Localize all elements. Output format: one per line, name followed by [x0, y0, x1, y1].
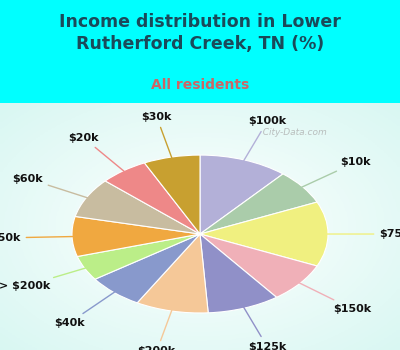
Text: $60k: $60k [12, 174, 90, 198]
Wedge shape [72, 216, 200, 257]
Wedge shape [95, 234, 200, 303]
Text: All residents: All residents [151, 78, 249, 92]
Text: City-Data.com: City-Data.com [257, 128, 327, 137]
Wedge shape [200, 155, 283, 234]
Wedge shape [200, 174, 317, 234]
Wedge shape [137, 234, 208, 313]
Wedge shape [200, 234, 317, 297]
Text: $75k: $75k [324, 229, 400, 239]
Wedge shape [77, 234, 200, 279]
Text: Income distribution in Lower
Rutherford Creek, TN (%): Income distribution in Lower Rutherford … [59, 13, 341, 53]
Wedge shape [144, 155, 200, 234]
Text: $100k: $100k [244, 117, 286, 161]
Text: $10k: $10k [300, 157, 371, 188]
Text: $125k: $125k [244, 307, 286, 350]
Text: $200k: $200k [138, 310, 176, 350]
Text: $40k: $40k [54, 291, 116, 328]
Text: $50k: $50k [0, 233, 76, 243]
Wedge shape [105, 163, 200, 234]
Text: $150k: $150k [298, 282, 371, 314]
Text: > $200k: > $200k [0, 267, 88, 291]
Wedge shape [200, 234, 276, 313]
Wedge shape [200, 202, 328, 266]
Text: $20k: $20k [68, 133, 125, 172]
Text: $30k: $30k [142, 112, 172, 158]
Wedge shape [75, 181, 200, 234]
